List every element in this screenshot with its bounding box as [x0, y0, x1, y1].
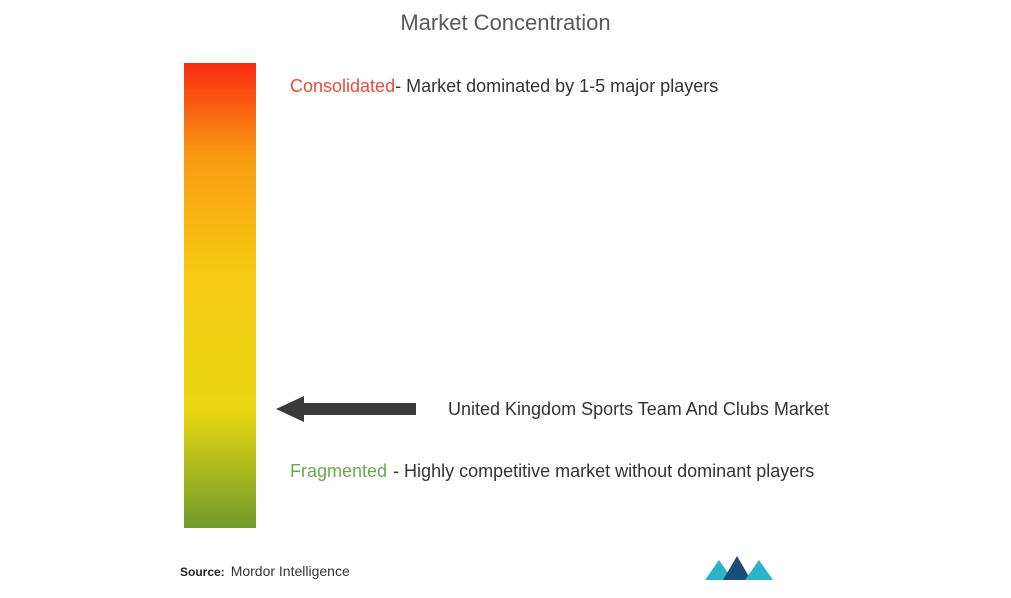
consolidated-key: Consolidated [290, 76, 395, 97]
fragmented-key: Fragmented [290, 461, 387, 482]
concentration-gradient-bar [184, 63, 256, 528]
market-name-label: United Kingdom Sports Team And Clubs Mar… [448, 399, 829, 420]
fragmented-label-row: Fragmented - Highly competitive market w… [290, 461, 814, 482]
page-title: Market Concentration [0, 10, 1011, 36]
consolidated-label-row: Consolidated - Market dominated by 1-5 m… [290, 76, 718, 97]
source-label: Source: [180, 565, 225, 579]
fragmented-desc: - Highly competitive market without domi… [393, 461, 814, 482]
mordor-logo-icon [705, 556, 775, 580]
consolidated-desc: - Market dominated by 1-5 major players [395, 76, 718, 97]
pointer-arrow-icon [276, 394, 416, 424]
source-row: Source: Mordor Intelligence [180, 563, 350, 579]
source-value: Mordor Intelligence [231, 563, 350, 579]
market-position-row: United Kingdom Sports Team And Clubs Mar… [276, 394, 829, 424]
